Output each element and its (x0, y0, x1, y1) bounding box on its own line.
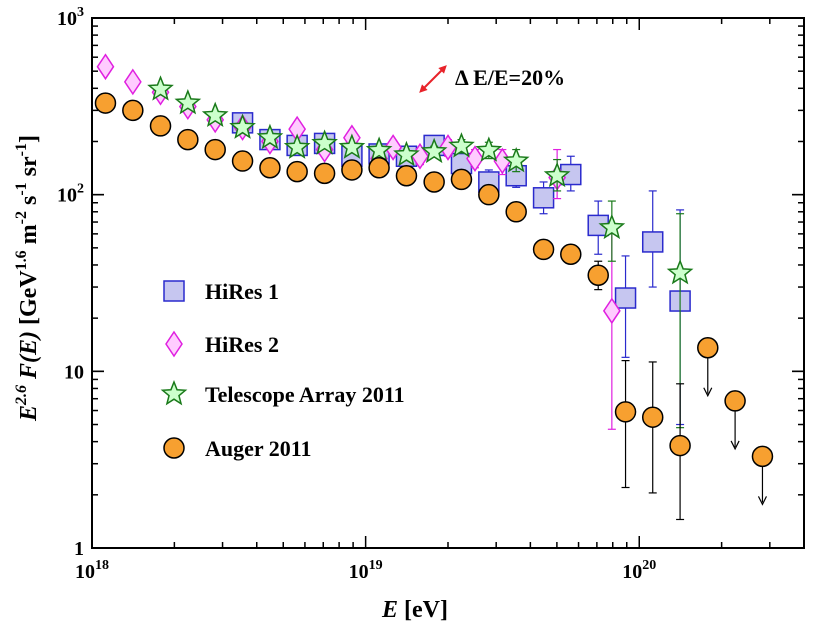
energy-scale-arrow (419, 65, 447, 93)
y-tick-label: 103 (57, 5, 84, 30)
marks-layer (94, 53, 774, 521)
data-point (697, 336, 719, 359)
legend-label-hires1: HiRes 1 (205, 279, 279, 304)
data-point (177, 128, 199, 151)
tick-labels: 1018 1019 1020 1 10 102 103 (57, 5, 656, 583)
data-point (174, 89, 202, 115)
data-point (532, 238, 555, 261)
energy-scale-annotation: Δ E/E=20% (419, 65, 565, 93)
y-tick-label: 10 (64, 361, 84, 383)
data-point (256, 123, 284, 150)
data-point (395, 164, 418, 187)
data-point (423, 171, 445, 193)
legend-marker-hires-1 (163, 280, 185, 302)
data-point (393, 140, 420, 167)
data-point (669, 434, 691, 457)
upper-limit-arrowhead (703, 387, 713, 398)
data-point (149, 115, 172, 137)
data-point (602, 297, 621, 325)
data-point (448, 132, 475, 158)
data-point (201, 101, 229, 128)
data-point (286, 160, 308, 183)
data-point (338, 133, 366, 159)
x-axis-title: E [eV] (381, 597, 448, 623)
legend-label-ta: Telescope Array 2011 (205, 382, 405, 407)
series-auger-2011 (94, 92, 774, 521)
data-point (475, 136, 503, 162)
data-point (311, 129, 338, 155)
legend-label-hires2: HiRes 2 (205, 332, 279, 357)
y-axis-title: E2.6 F(E) [GeV1.6 m-2 s-1 sr-1] (13, 135, 42, 422)
data-point (123, 68, 142, 96)
x-tick-label: 1019 (349, 558, 383, 583)
legend-marker-auger-2011 (163, 437, 185, 459)
data-point (147, 75, 174, 101)
data-point (505, 201, 527, 223)
data-point (368, 157, 390, 179)
legend-label-auger: Auger 2011 (205, 436, 312, 461)
data-point (641, 406, 664, 428)
data-point (543, 161, 571, 188)
data-point (313, 162, 336, 185)
legend-marker-telescope-array-2011 (160, 379, 188, 406)
data-point (365, 136, 393, 162)
plot-frame (91, 17, 805, 549)
data-point (598, 213, 626, 240)
axes-layer (91, 17, 805, 549)
data-point (587, 264, 609, 286)
data-point (96, 53, 115, 81)
data-point (420, 137, 448, 164)
x-tick-label: 1020 (622, 558, 656, 583)
data-point (614, 287, 637, 309)
legend: HiRes 1 HiRes 2 Telescope Array 2011 Aug… (160, 279, 405, 461)
y-tick-label: 102 (57, 182, 84, 207)
data-point (502, 146, 530, 173)
energy-scale-label: Δ E/E=20% (455, 65, 565, 90)
data-point (231, 150, 254, 172)
data-point (751, 445, 774, 468)
data-point (532, 187, 555, 209)
data-point (614, 401, 637, 423)
y-tick-label: 1 (74, 538, 84, 560)
data-point (94, 92, 117, 114)
data-point (283, 133, 311, 159)
data-point (466, 145, 484, 172)
data-point (560, 243, 582, 265)
data-point (478, 183, 500, 206)
data-point (724, 390, 746, 412)
data-point (450, 168, 473, 191)
upper-limit-arrowhead (730, 440, 740, 451)
data-point (341, 159, 363, 181)
data-point (384, 134, 402, 161)
data-point (229, 113, 256, 139)
upper-limit-arrowhead (757, 496, 767, 506)
series-hires-1 (231, 112, 691, 426)
x-tick-label: 1018 (75, 558, 109, 583)
data-point (641, 231, 664, 253)
legend-marker-hires-2 (165, 330, 183, 358)
data-point (122, 99, 144, 122)
data-point (666, 258, 694, 285)
series-telescope-array-2011 (147, 75, 694, 429)
data-point (259, 157, 281, 179)
data-point (204, 138, 226, 161)
